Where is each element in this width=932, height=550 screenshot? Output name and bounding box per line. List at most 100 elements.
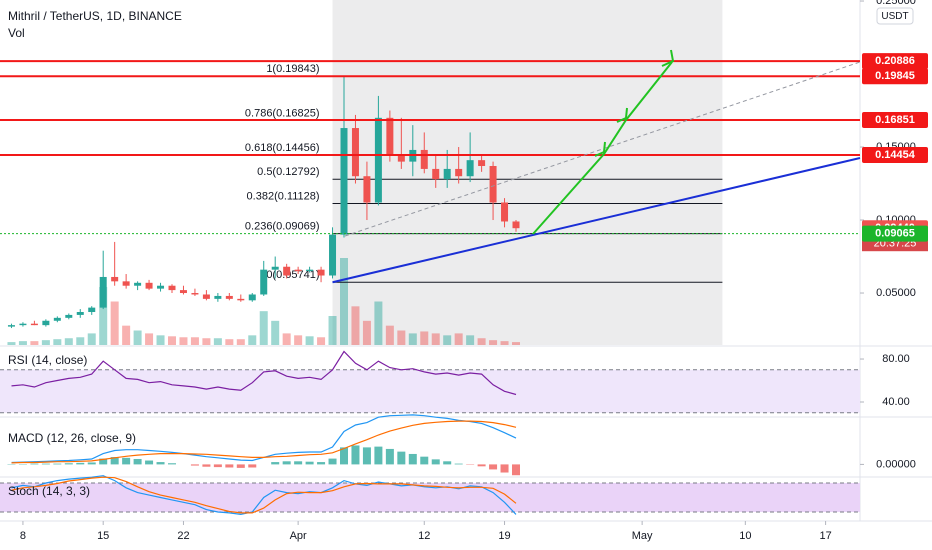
histogram-bar bbox=[305, 461, 314, 465]
volume-bar bbox=[351, 306, 360, 345]
indicator-line bbox=[11, 476, 517, 514]
volume-bar bbox=[454, 333, 463, 345]
chart-title: Mithril / TetherUS, 1D, BINANCE bbox=[8, 9, 182, 23]
volume-bar bbox=[282, 333, 291, 345]
histogram-bar bbox=[431, 459, 440, 465]
fib-label: 0.5(0.12792) bbox=[257, 166, 319, 178]
candle-body bbox=[501, 202, 509, 222]
candle-body bbox=[145, 282, 153, 289]
x-tick-label: 8 bbox=[20, 530, 26, 542]
candle-body bbox=[76, 312, 84, 315]
y-tick-label: 0.25000 bbox=[876, 0, 916, 7]
drawings bbox=[344, 49, 861, 237]
x-tick-label: 12 bbox=[418, 530, 430, 542]
level-label: 0.14454 bbox=[875, 149, 916, 161]
indicator-title: MACD (12, 26, close, 9) bbox=[8, 431, 136, 445]
histogram-bar bbox=[133, 458, 142, 465]
fib-label: 0.236(0.09069) bbox=[245, 221, 320, 233]
histogram-bar bbox=[41, 463, 50, 465]
candle-body bbox=[294, 269, 302, 272]
candle-body bbox=[432, 168, 440, 180]
histogram-bar bbox=[374, 446, 383, 465]
volume-bar bbox=[110, 301, 119, 345]
candle-body bbox=[191, 293, 199, 295]
volume-bar bbox=[271, 320, 280, 345]
volume-bar bbox=[294, 335, 303, 345]
candle-body bbox=[340, 128, 348, 235]
histogram-bar bbox=[202, 464, 211, 467]
volume-bar bbox=[317, 337, 326, 345]
candle-body bbox=[65, 314, 73, 318]
candle-body bbox=[19, 323, 27, 326]
histogram-bar bbox=[512, 464, 520, 476]
candle-body bbox=[237, 298, 245, 301]
histogram-bar bbox=[99, 458, 108, 465]
candle-body bbox=[122, 281, 130, 286]
volume-bar bbox=[53, 339, 62, 345]
volume-bar bbox=[30, 341, 39, 345]
candle-body bbox=[42, 320, 50, 326]
candle-body bbox=[306, 269, 314, 272]
candle-body bbox=[386, 117, 394, 155]
histogram-bar bbox=[87, 462, 96, 465]
volume-bar bbox=[305, 336, 314, 345]
volume-bar bbox=[340, 258, 348, 345]
histogram-bar bbox=[248, 464, 257, 468]
histogram-bar bbox=[351, 445, 360, 465]
volume-bar bbox=[190, 337, 199, 345]
candle-body bbox=[134, 282, 142, 286]
arrow-head bbox=[661, 49, 675, 67]
histogram-bar bbox=[489, 464, 498, 470]
y-tick-label: 80.00 bbox=[882, 353, 910, 365]
fib-label: 0.786(0.16825) bbox=[245, 107, 320, 119]
volume-bar bbox=[202, 338, 211, 345]
volume-bar bbox=[420, 331, 429, 345]
fib-label: 0.618(0.14456) bbox=[245, 142, 320, 154]
volume-bar bbox=[443, 335, 452, 345]
candle-body bbox=[317, 269, 325, 276]
volume-title: Vol bbox=[8, 26, 25, 40]
indicator-title: RSI (14, close) bbox=[8, 353, 87, 367]
x-tick-label: 10 bbox=[739, 530, 751, 542]
histogram-bar bbox=[76, 462, 85, 465]
volume-bar bbox=[168, 336, 176, 345]
candle-body bbox=[329, 234, 337, 276]
volume-bar bbox=[374, 301, 383, 345]
x-tick-label: 19 bbox=[498, 530, 510, 542]
level-label: 0.20886 bbox=[875, 55, 915, 67]
histogram-bar bbox=[122, 457, 131, 465]
histogram-bar bbox=[271, 462, 280, 465]
candle-body bbox=[7, 325, 15, 327]
volume-bar bbox=[466, 335, 475, 345]
histogram-bar bbox=[30, 463, 39, 465]
level-box bbox=[862, 111, 928, 128]
volume-bar bbox=[122, 325, 131, 345]
candle-body bbox=[157, 285, 165, 289]
indicator-title: Stoch (14, 3, 3) bbox=[8, 484, 90, 498]
histogram-bar bbox=[53, 463, 62, 465]
candle-body bbox=[397, 154, 405, 162]
volume-bar bbox=[397, 330, 406, 345]
histogram-bar bbox=[477, 464, 486, 467]
x-tick-label: 15 bbox=[97, 530, 109, 542]
volume-bar bbox=[385, 325, 394, 345]
candle-body bbox=[478, 160, 486, 167]
support-label: 0.09065 bbox=[875, 228, 915, 240]
candle-body bbox=[466, 160, 474, 177]
histogram-bar bbox=[294, 461, 303, 465]
candle-body bbox=[111, 276, 119, 282]
volume-bar bbox=[133, 330, 142, 345]
indicator-line bbox=[11, 475, 517, 516]
volume-bar bbox=[41, 340, 50, 345]
candle-body bbox=[248, 294, 256, 301]
histogram-bar bbox=[236, 464, 245, 468]
candle-body bbox=[168, 285, 176, 291]
level-label: 0.19845 bbox=[875, 70, 915, 82]
candle-body bbox=[283, 266, 291, 276]
fib-area bbox=[332, 0, 723, 345]
x-tick-label: May bbox=[632, 530, 653, 542]
x-tick-label: 22 bbox=[177, 530, 189, 542]
histogram-bar bbox=[145, 460, 154, 465]
